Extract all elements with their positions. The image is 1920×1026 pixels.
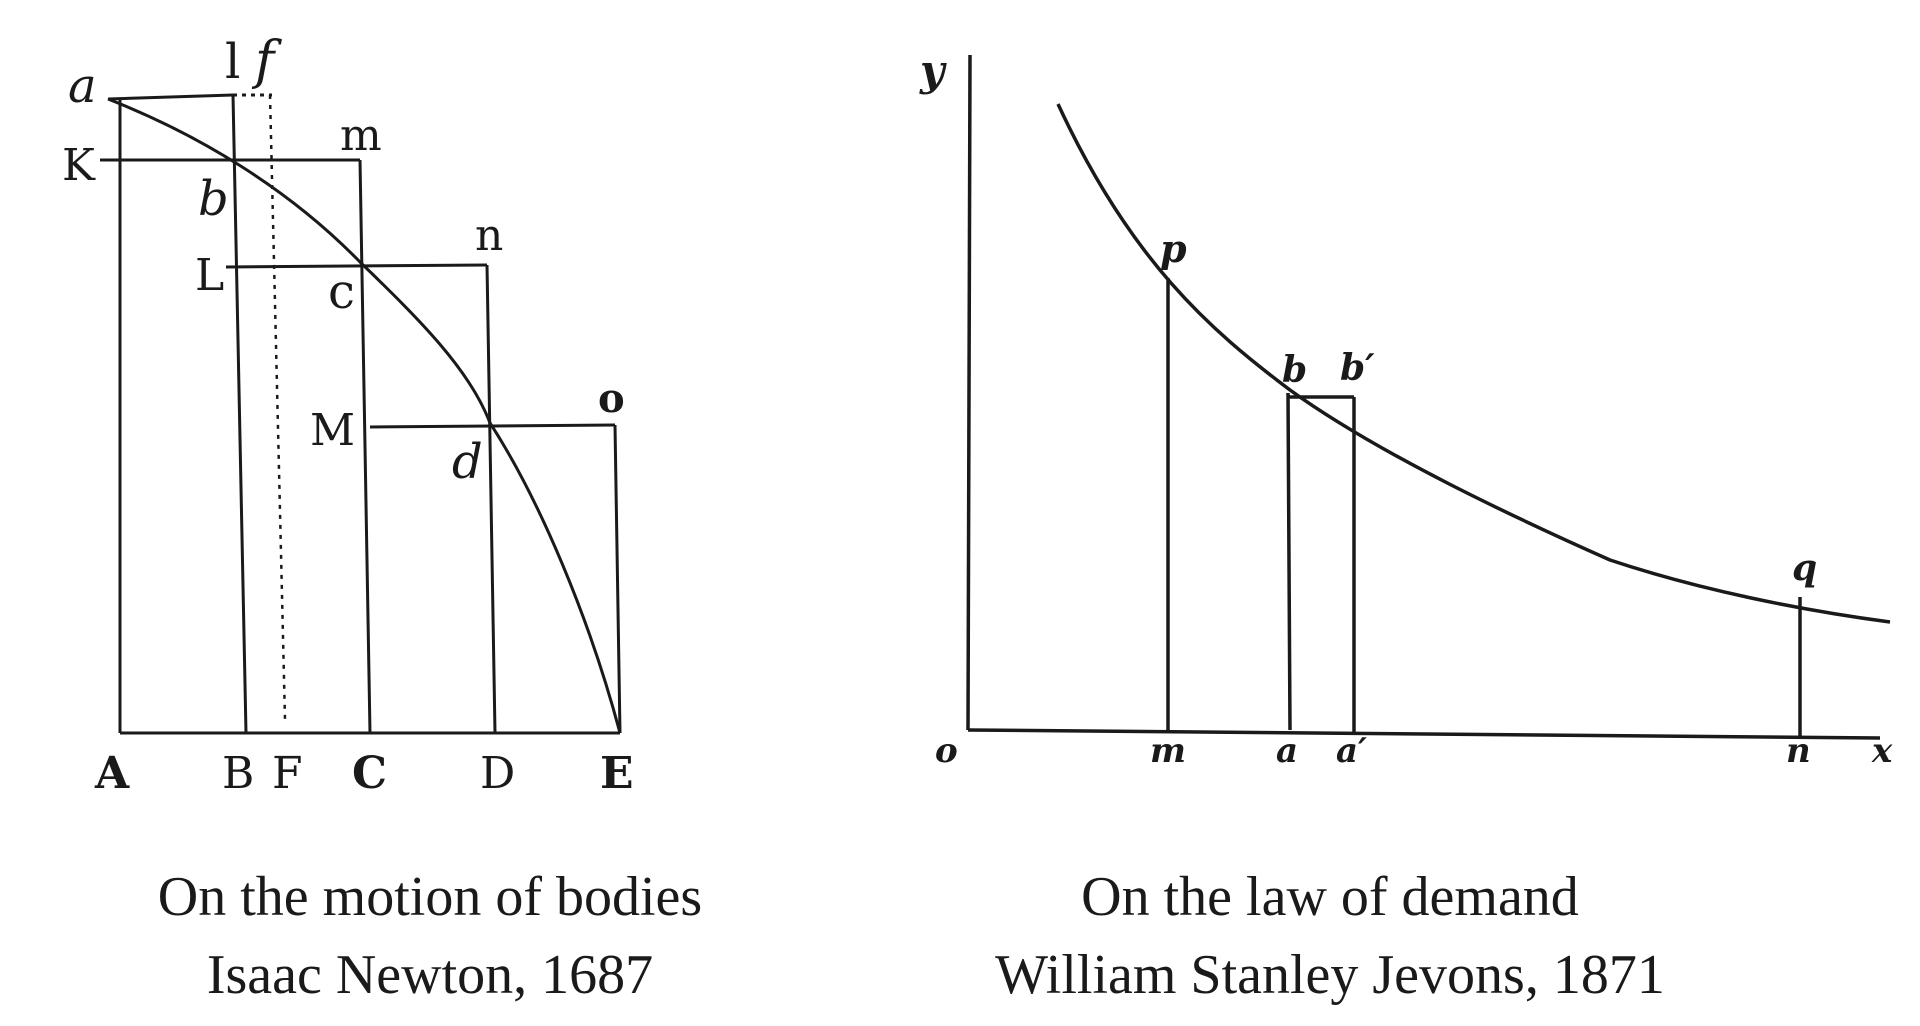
newton-caption-title: On the motion of bodies (157, 866, 703, 928)
newton-line-C (358, 159, 372, 734)
newton-diagram (100, 93, 622, 735)
newton-line-Ln (225, 263, 488, 269)
jevons-y-axis (966, 54, 972, 731)
jevons-label-a-prime: a′ (1336, 731, 1367, 771)
jevons-demand-curve (1056, 103, 1891, 624)
jevons-caption: On the law of demand William Stanley Jev… (900, 858, 1760, 1014)
newton-line-B (231, 94, 248, 734)
newton-line-E (613, 424, 622, 734)
newton-label-m: m (340, 110, 382, 161)
newton-caption-author: Isaac Newton, 1687 (206, 944, 654, 1006)
newton-label-M: M (310, 405, 355, 456)
newton-label-D: D (480, 748, 515, 799)
jevons-label-x: x (1871, 731, 1893, 771)
newton-label-l: l (225, 34, 240, 90)
jevons-label-p: p (1160, 226, 1187, 271)
jevons-label-o: o (935, 731, 958, 771)
newton-label-C: C (352, 748, 387, 799)
newton-label-E: E (600, 748, 634, 799)
newton-label-n: n (475, 210, 503, 261)
jevons-label-b-prime: b′ (1340, 347, 1375, 389)
newton-curve (107, 97, 622, 734)
jevons-label-m: m (1150, 731, 1186, 771)
newton-labels: a l f m K b n L c o M d A B F C D E (62, 31, 634, 799)
newton-label-o: o (598, 375, 625, 422)
newton-caption: On the motion of bodies Isaac Newton, 16… (0, 858, 860, 1014)
jevons-labels: y p b b′ q o m a a′ n x (919, 46, 1893, 771)
jevons-label-b: b (1282, 349, 1307, 391)
newton-label-F: F (272, 748, 303, 799)
newton-label-B: B (222, 748, 254, 799)
newton-label-f: f (251, 31, 282, 91)
jevons-diagram (966, 54, 1891, 740)
newton-line-D (485, 264, 497, 734)
newton-label-d: d (452, 434, 483, 490)
jevons-line-ba (1286, 392, 1292, 731)
jevons-label-q: q (1792, 547, 1817, 589)
newton-label-A: A (94, 748, 130, 799)
jevons-x-axis (967, 728, 1881, 740)
jevons-label-n: n (1786, 731, 1811, 771)
jevons-label-y: y (919, 46, 947, 95)
newton-dotted-F (268, 94, 287, 721)
newton-label-b: b (198, 171, 229, 227)
jevons-caption-author: William Stanley Jevons, 1871 (995, 944, 1665, 1006)
newton-label-L: L (195, 250, 224, 301)
newton-label-a: a (68, 58, 97, 114)
newton-top-a (107, 93, 234, 101)
newton-label-c: c (328, 264, 355, 320)
newton-label-K: K (62, 140, 96, 191)
jevons-label-a: a (1276, 731, 1298, 771)
jevons-caption-title: On the law of demand (1081, 866, 1579, 928)
